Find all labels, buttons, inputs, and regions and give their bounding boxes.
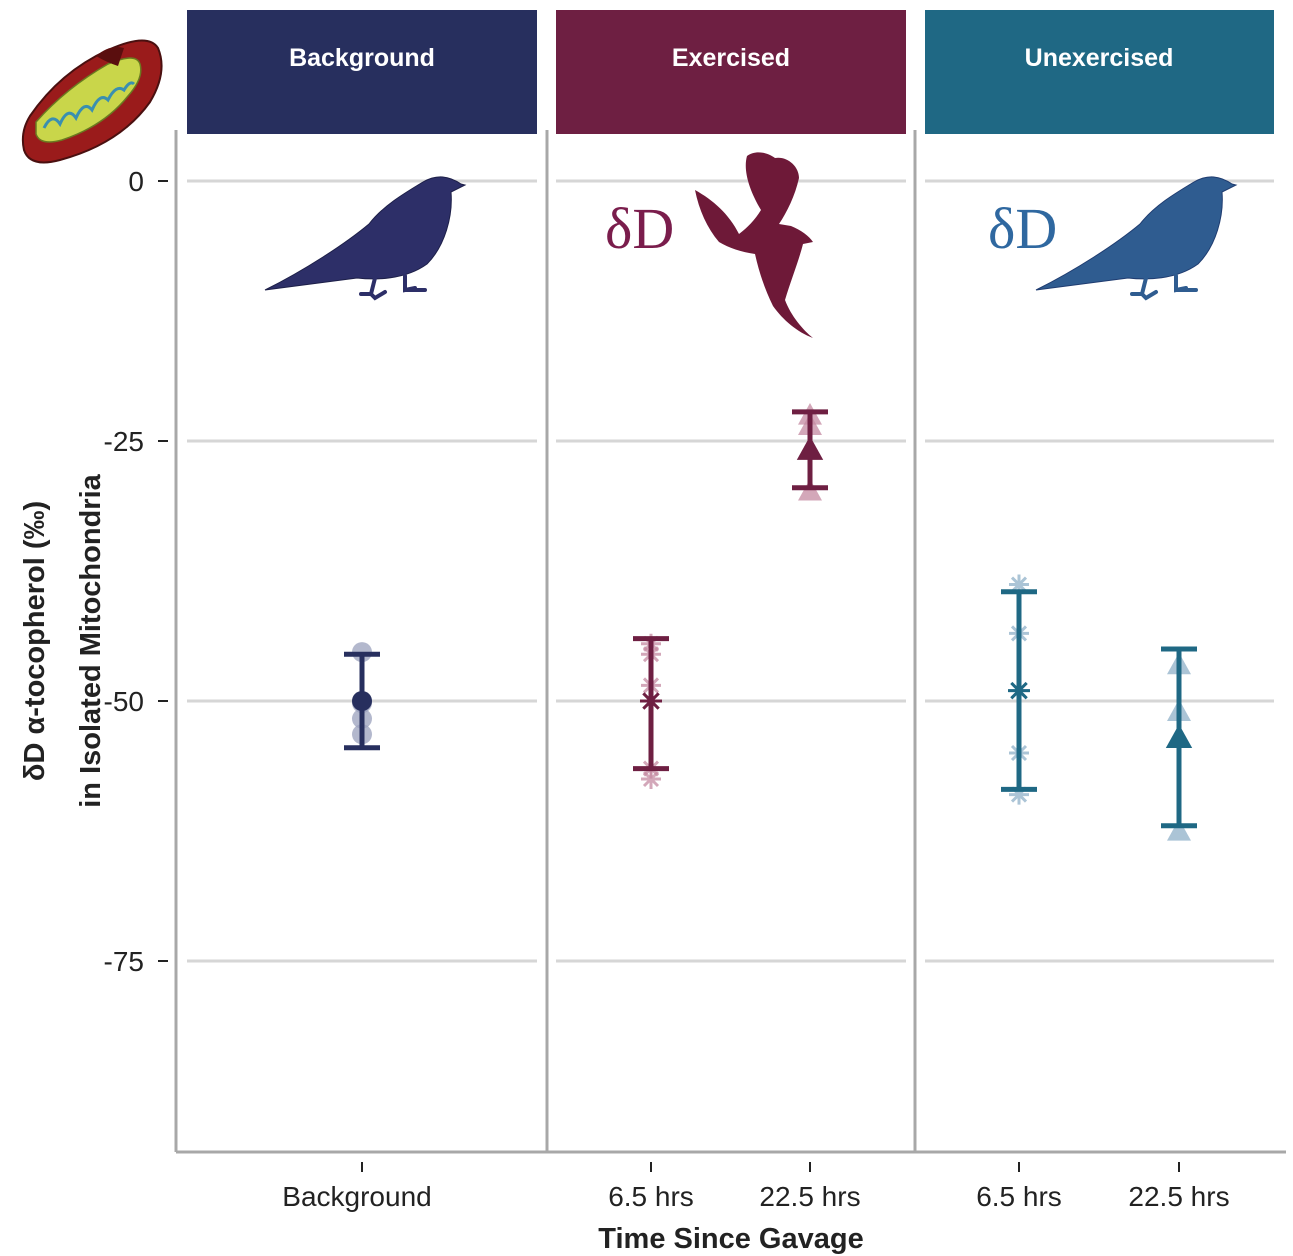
y-tick-label: 0: [128, 166, 144, 197]
x-axis-title: Time Since Gavage: [598, 1223, 863, 1255]
raw-point: [1009, 574, 1029, 595]
y-tick-label: -25: [104, 426, 144, 457]
mean-point: [640, 690, 662, 712]
y-axis-title-line2: in Isolated Mitochondria: [75, 473, 107, 807]
facet-strips: Background Exercised Unexercised: [187, 10, 1274, 134]
flying-bird-icon-exercised: [695, 152, 813, 338]
perched-bird-icon-background: [264, 176, 467, 301]
strip-background: [187, 10, 537, 134]
strip-label-exercised: Exercised: [672, 44, 790, 72]
strip-unexercised: [925, 10, 1274, 134]
y-tick-label: -50: [104, 686, 144, 717]
x-tick-label-background: Background: [282, 1181, 431, 1212]
y-tick-label: -75: [104, 946, 144, 977]
gridlines: 0 -25 -50 -75: [104, 166, 1274, 977]
dd-annotation-exercised: δD: [605, 196, 674, 261]
data-marks: [344, 403, 1197, 841]
mean-point: [352, 691, 372, 711]
strip-exercised: [556, 10, 906, 134]
mean-point: [1008, 679, 1030, 702]
strip-label-background: Background: [289, 44, 435, 72]
mean-point: [1165, 724, 1193, 748]
mitochondrion-illustration: [21, 39, 163, 164]
y-axis-title-line1: δD α-tocopherol (‰): [19, 501, 51, 781]
x-tick-label-exercised-22-5: 22.5 hrs: [759, 1181, 860, 1212]
perched-bird-icon-unexercised: [1035, 176, 1238, 301]
raw-point: [641, 769, 661, 789]
mean-point: [796, 436, 824, 460]
x-tick-label-unexercised-22-5: 22.5 hrs: [1128, 1181, 1229, 1212]
dd-annotation-unexercised: δD: [988, 196, 1057, 261]
raw-point: [1167, 819, 1191, 841]
x-tick-label-unexercised-6-5: 6.5 hrs: [976, 1181, 1062, 1212]
axis-frame: [174, 130, 1286, 1154]
x-tick-label-exercised-6-5: 6.5 hrs: [608, 1181, 694, 1212]
strip-label-unexercised: Unexercised: [1025, 44, 1174, 72]
x-ticks: Background 6.5 hrs 22.5 hrs 6.5 hrs 22.5…: [282, 1162, 1230, 1212]
raw-point: [1009, 784, 1029, 805]
